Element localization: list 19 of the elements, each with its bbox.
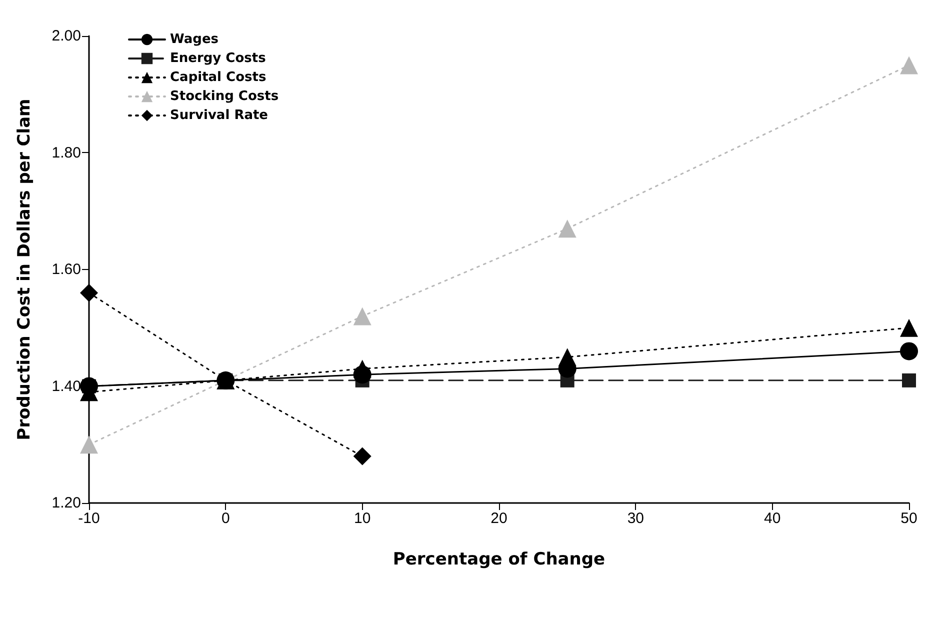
legend-label: Stocking Costs xyxy=(170,89,279,104)
x-tick-label: 10 xyxy=(354,510,371,527)
y-tick-label: 1.80 xyxy=(52,144,81,162)
legend-label: Wages xyxy=(170,32,219,47)
legend-label: Capital Costs xyxy=(170,70,266,85)
x-tick-label: 30 xyxy=(627,510,644,527)
y-tick-label: 2.00 xyxy=(52,28,81,44)
y-tick-label: 1.40 xyxy=(52,378,81,395)
x-tick-label: 50 xyxy=(900,510,918,527)
legend-label: Survival Rate xyxy=(170,108,268,123)
x-tick-label: 20 xyxy=(490,510,508,527)
y-tick-label: 1.20 xyxy=(52,494,81,512)
x-tick-label: 40 xyxy=(764,510,781,527)
x-tick-label: -10 xyxy=(78,510,100,527)
x-tick-label: 0 xyxy=(221,510,230,527)
y-axis-title: Production Cost in Dollars per Clam xyxy=(14,98,34,440)
x-axis-title: Percentage of Change xyxy=(392,550,606,570)
legend-label: Energy Costs xyxy=(170,51,266,66)
y-tick-label: 1.60 xyxy=(52,261,81,278)
